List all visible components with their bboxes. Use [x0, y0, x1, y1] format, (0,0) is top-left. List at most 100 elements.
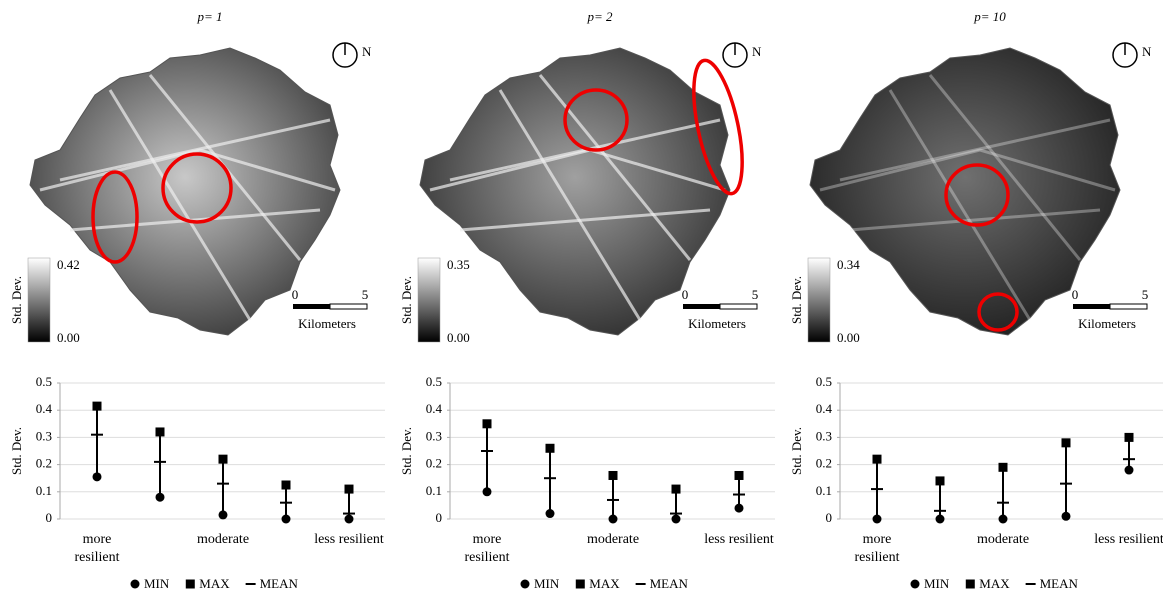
legend-marker: [131, 580, 140, 589]
y-tick-label: 0.3: [36, 428, 52, 443]
max-marker: [672, 485, 681, 494]
colorbar-label: Std. Dev.: [9, 276, 24, 324]
min-marker: [672, 515, 681, 524]
x-tick-label: less resilient: [704, 531, 774, 549]
map-title: p= 2: [586, 9, 613, 24]
y-tick-label: 0.1: [816, 483, 832, 498]
scale-tick: 5: [752, 287, 759, 302]
y-tick-label: 0.2: [816, 456, 832, 471]
y-axis-label: Std. Dev.: [9, 427, 24, 475]
max-marker: [483, 419, 492, 428]
min-marker: [936, 515, 945, 524]
x-tick-label: less resilient: [1094, 531, 1163, 549]
north-label: N: [752, 44, 762, 59]
legend-marker: [966, 580, 975, 589]
min-marker: [609, 515, 618, 524]
max-marker: [93, 402, 102, 411]
x-tick-label: moderate: [578, 531, 648, 549]
legend-marker: [911, 580, 920, 589]
max-marker: [282, 481, 291, 490]
min-marker: [873, 515, 882, 524]
figure-canvas: p= 1NStd. Dev.0.420.0005Kilometersp= 2NS…: [0, 0, 1163, 599]
legend-marker: [521, 580, 530, 589]
y-tick-label: 0.5: [816, 374, 832, 389]
y-tick-label: 0.3: [816, 428, 832, 443]
scale-tick: 0: [292, 287, 299, 302]
x-tick-label: less resilient: [314, 531, 384, 549]
max-marker: [735, 471, 744, 480]
colorbar-max: 0.35: [447, 257, 470, 272]
y-axis-label: Std. Dev.: [399, 427, 414, 475]
scale-bar-dark: [683, 304, 720, 309]
legend-label: MIN: [534, 576, 560, 591]
min-marker: [219, 510, 228, 519]
max-marker: [609, 471, 618, 480]
max-marker: [1125, 433, 1134, 442]
legend-label: MEAN: [650, 576, 689, 591]
legend-label: MAX: [199, 576, 230, 591]
map-panel: p= 1NStd. Dev.0.420.0005Kilometers: [9, 9, 372, 345]
max-marker: [219, 455, 228, 464]
y-tick-label: 0.4: [36, 401, 53, 416]
y-tick-label: 0: [436, 510, 443, 525]
x-tick-label: more resilient: [62, 531, 132, 567]
max-marker: [345, 485, 354, 494]
y-tick-label: 0.4: [816, 401, 833, 416]
north-label: N: [362, 44, 372, 59]
max-marker: [999, 463, 1008, 472]
max-marker: [936, 476, 945, 485]
legend-label: MIN: [924, 576, 950, 591]
min-marker: [999, 515, 1008, 524]
scale-unit: Kilometers: [688, 316, 746, 331]
x-tick-label: more resilient: [842, 531, 912, 567]
colorbar-label: Std. Dev.: [789, 276, 804, 324]
colorbar: [28, 258, 50, 342]
y-tick-label: 0.2: [36, 456, 52, 471]
y-tick-label: 0.4: [426, 401, 443, 416]
x-tick-label: moderate: [968, 531, 1038, 549]
y-tick-label: 0.2: [426, 456, 442, 471]
legend-label: MEAN: [1040, 576, 1079, 591]
x-tick-label: moderate: [188, 531, 258, 549]
colorbar-max: 0.34: [837, 257, 860, 272]
figure: p= 1NStd. Dev.0.420.0005Kilometersp= 2NS…: [0, 0, 1163, 599]
colorbar-max: 0.42: [57, 257, 80, 272]
y-tick-label: 0: [46, 510, 53, 525]
colorbar: [808, 258, 830, 342]
min-marker: [93, 472, 102, 481]
map-panel: p= 2 N Std. Dev. 0.35 0.00 0 5 Kilometers: [399, 9, 762, 345]
scale-bar-light: [720, 304, 757, 309]
max-marker: [546, 444, 555, 453]
min-marker: [483, 487, 492, 496]
scale-tick: 0: [682, 287, 689, 302]
north-label: N: [1142, 44, 1152, 59]
legend-marker: [186, 580, 195, 589]
legend-label: MIN: [144, 576, 170, 591]
min-marker: [735, 504, 744, 513]
y-tick-label: 0.5: [36, 374, 52, 389]
colorbar: [418, 258, 440, 342]
legend-marker: [576, 580, 585, 589]
map-title: p= 10: [973, 9, 1006, 24]
y-tick-label: 0.1: [36, 483, 52, 498]
colorbar-label: Std. Dev.: [399, 276, 414, 324]
min-marker: [546, 509, 555, 518]
legend-label: MEAN: [260, 576, 299, 591]
scale-bar-dark: [293, 304, 330, 309]
scale-unit: Kilometers: [1078, 316, 1136, 331]
min-marker: [282, 515, 291, 524]
scale-unit: Kilometers: [298, 316, 356, 331]
legend-label: MAX: [589, 576, 620, 591]
scale-bar-light: [330, 304, 367, 309]
max-marker: [156, 427, 165, 436]
y-tick-label: 0: [826, 510, 833, 525]
scale-bar-dark: [1073, 304, 1110, 309]
y-tick-label: 0.3: [426, 428, 442, 443]
scale-bar-light: [1110, 304, 1147, 309]
y-tick-label: 0.1: [426, 483, 442, 498]
colorbar-min: 0.00: [837, 330, 860, 345]
colorbar-min: 0.00: [57, 330, 80, 345]
max-marker: [1062, 438, 1071, 447]
min-marker: [1125, 466, 1134, 475]
colorbar-min: 0.00: [447, 330, 470, 345]
